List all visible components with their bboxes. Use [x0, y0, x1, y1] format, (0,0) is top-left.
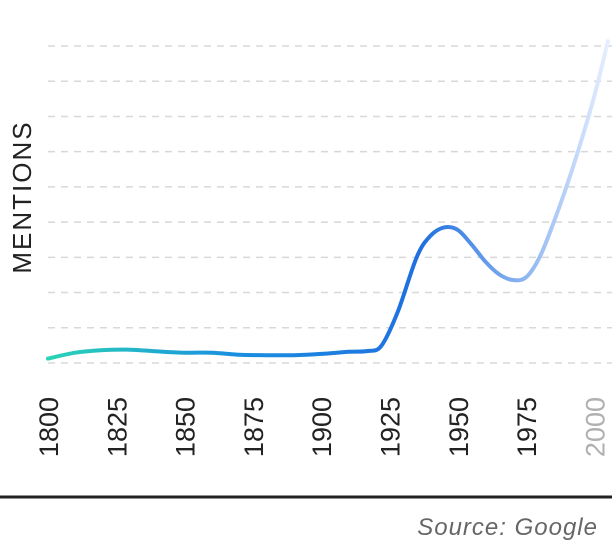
y-axis-label: MENTIONS: [7, 120, 37, 273]
x-tick-label: 1800: [34, 397, 64, 457]
x-tick-label: 2000: [580, 397, 610, 457]
x-tick-label: 1925: [376, 397, 406, 457]
x-tick-label: 1875: [239, 397, 269, 457]
x-tick-label: 1850: [171, 397, 201, 457]
source-note: Source: Google: [417, 514, 598, 541]
x-tick-label: 1950: [444, 397, 474, 457]
x-tick-label: 1825: [102, 397, 132, 457]
x-tick-labels: 1800 1825 1850 1875 1900 1925 1950 1975 2000: [34, 397, 610, 457]
gridlines: [48, 45, 612, 364]
x-tick-label: 1975: [512, 397, 542, 457]
x-tick-label: 1900: [307, 397, 337, 457]
series-line: [46, 39, 610, 361]
